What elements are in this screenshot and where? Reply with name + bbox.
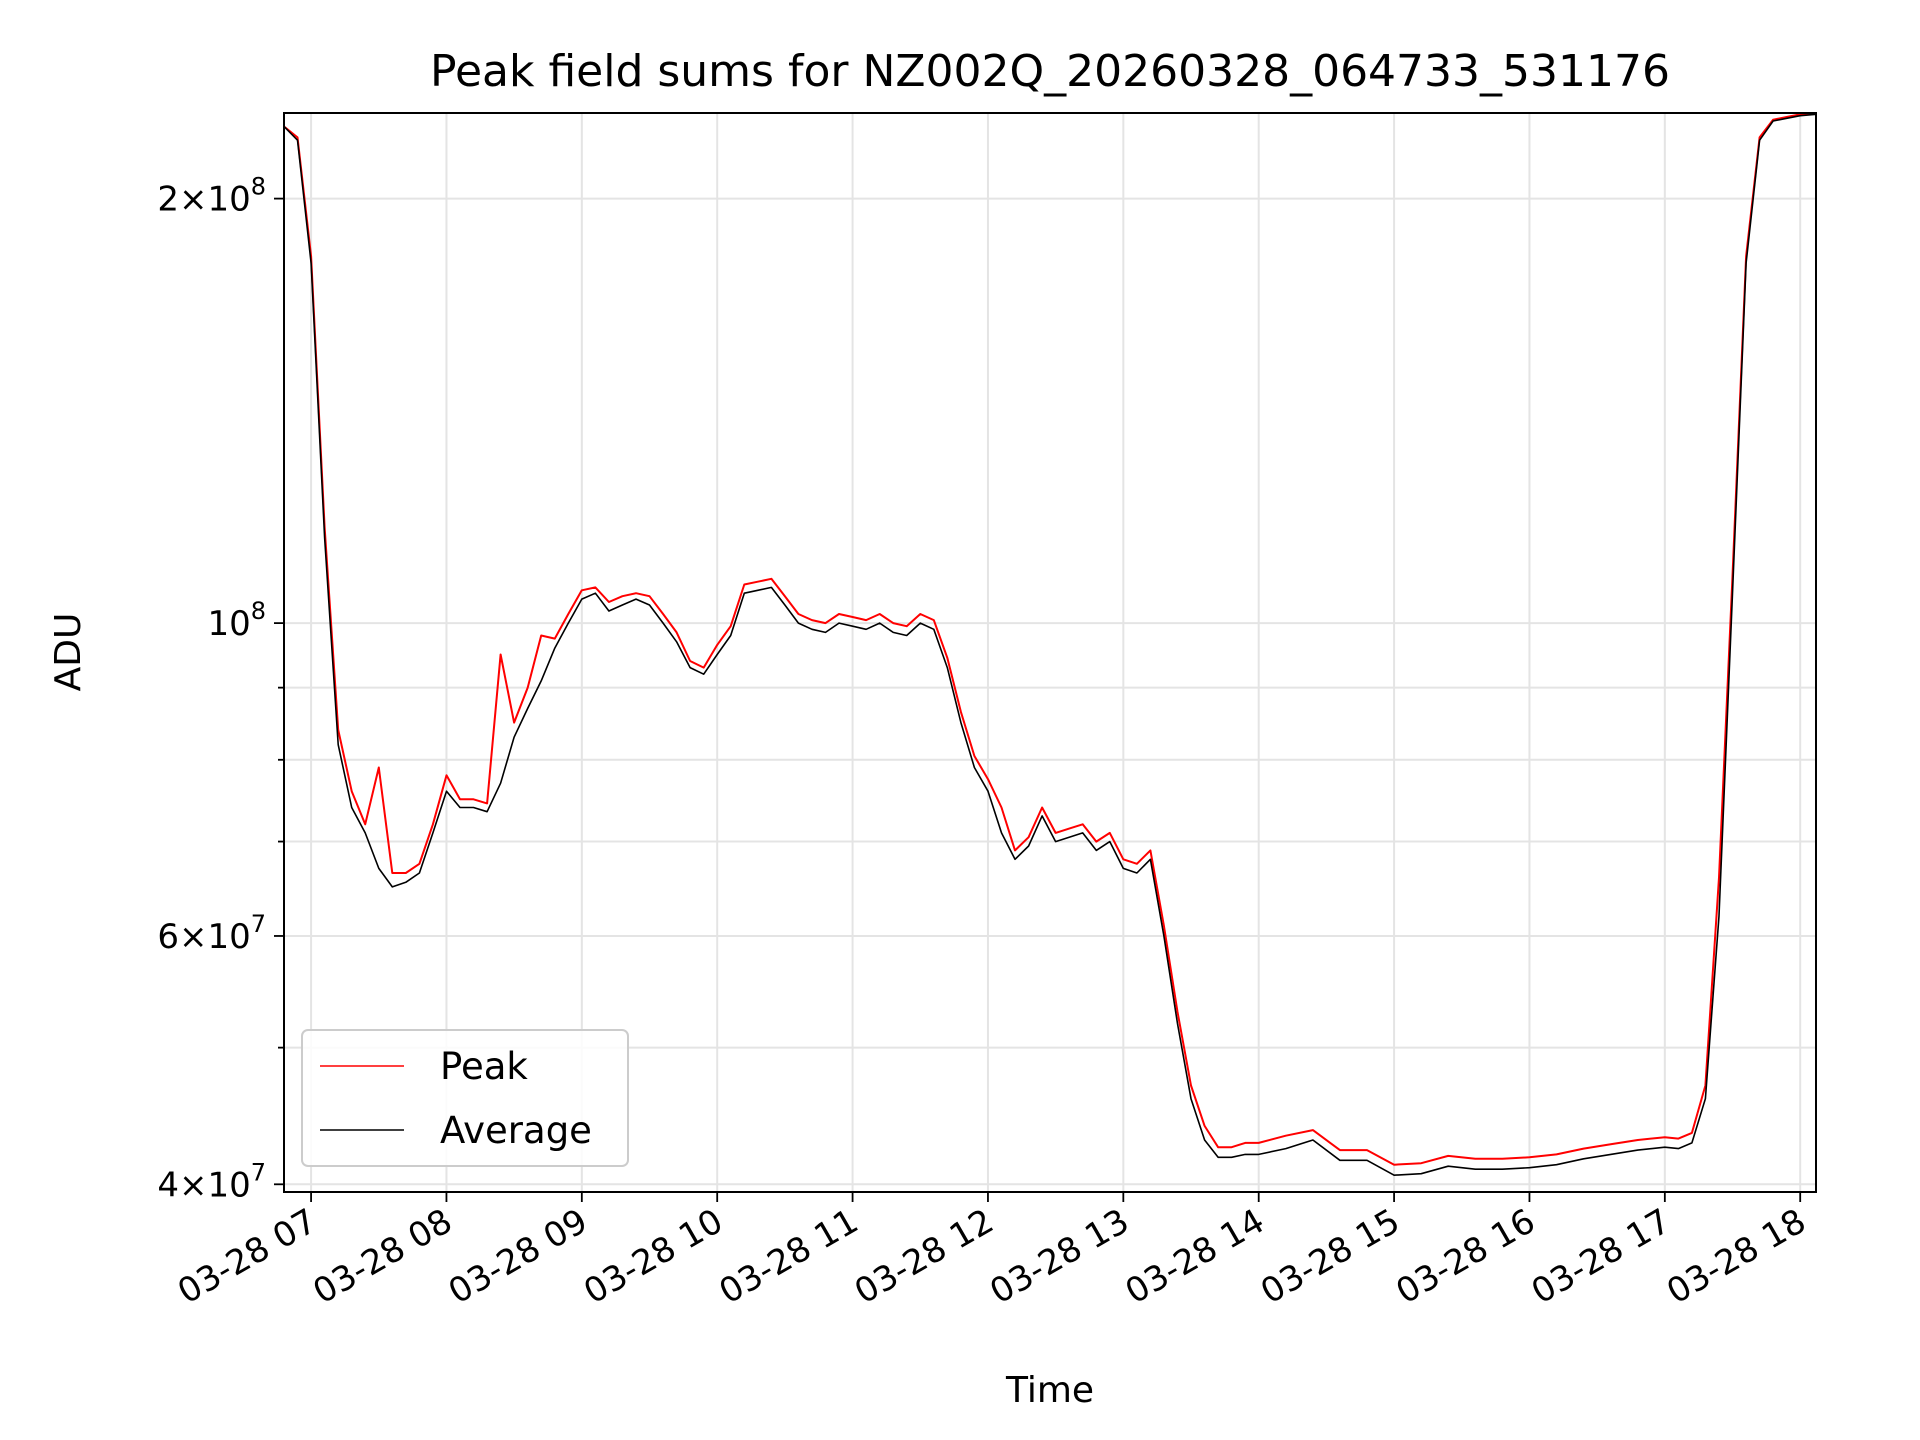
plot-frame	[283, 112, 1817, 1193]
x-tick-label: 03-28 13	[983, 1201, 1135, 1312]
x-tick-label: 03-28 18	[1660, 1201, 1812, 1312]
x-tick-label: 03-28 07	[171, 1201, 323, 1312]
x-tick-label: 03-28 10	[577, 1201, 729, 1312]
y-tick-mantissa: 4	[157, 1165, 179, 1205]
y-tick-exponent: 7	[251, 1158, 266, 1186]
x-axis-label: Time	[1005, 1370, 1094, 1411]
y-tick-label: 4×107	[157, 1158, 266, 1205]
legend-label-average: Average	[440, 1109, 592, 1152]
series-line-average	[283, 113, 1817, 1176]
y-tick-mantissa: 6	[157, 917, 179, 957]
x-tick-label: 03-28 12	[848, 1201, 1000, 1312]
y-tick-exponent: 8	[251, 597, 266, 625]
x-tick-label: 03-28 16	[1390, 1201, 1542, 1312]
series-line-peak	[283, 112, 1817, 1166]
y-tick-label: 108	[207, 597, 266, 644]
chart-title: Peak field sums for NZ002Q_20260328_0647…	[430, 46, 1670, 97]
y-axis-label: ADU	[48, 613, 89, 692]
legend: Peak Average	[301, 1029, 629, 1167]
legend-box	[301, 1029, 629, 1167]
x-tick-label: 03-28 09	[442, 1201, 594, 1312]
y-tick-label: 2×108	[157, 173, 266, 220]
y-tick-mantissa: 2	[157, 180, 179, 220]
x-tick-label: 03-28 17	[1525, 1201, 1677, 1312]
legend-label-peak: Peak	[440, 1045, 528, 1088]
x-tick-label: 03-28 14	[1119, 1201, 1271, 1312]
y-tick-exponent: 8	[251, 173, 266, 201]
y-tick-exponent: 7	[251, 910, 266, 938]
x-tick-label: 03-28 11	[713, 1201, 865, 1312]
series-layer	[283, 112, 1817, 1176]
x-tick-label: 03-28 08	[307, 1201, 459, 1312]
y-tick-label: 6×107	[157, 910, 266, 957]
grid	[284, 113, 1816, 1192]
x-tick-label: 03-28 15	[1254, 1201, 1406, 1312]
